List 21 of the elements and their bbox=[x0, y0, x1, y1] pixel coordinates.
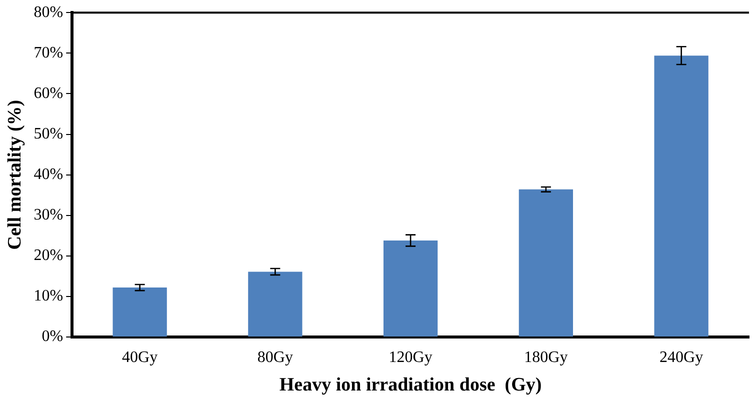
x-tick-label: 120Gy bbox=[388, 348, 432, 366]
bar bbox=[112, 288, 167, 336]
y-tick-label: 0% bbox=[42, 328, 64, 346]
y-tick-label: 10% bbox=[34, 288, 64, 305]
y-tick-label: 80% bbox=[34, 4, 64, 21]
bar bbox=[248, 272, 302, 336]
x-tick-label: 180Gy bbox=[524, 348, 568, 366]
x-axis-title: Heavy ion irradiation dose (Gy) bbox=[279, 374, 542, 396]
x-tick-label: 80Gy bbox=[257, 348, 293, 366]
y-axis-title: Cell mortality (%) bbox=[4, 100, 26, 250]
y-tick-label: 20% bbox=[34, 247, 64, 264]
y-tick-label: 50% bbox=[34, 125, 64, 142]
bar bbox=[518, 189, 574, 336]
y-tick-label: 60% bbox=[34, 84, 64, 102]
x-tick-label: 240Gy bbox=[660, 348, 704, 366]
y-tick-label: 40% bbox=[34, 166, 64, 184]
bar bbox=[383, 240, 438, 336]
bar bbox=[654, 56, 708, 336]
x-tick-label: 40Gy bbox=[122, 348, 158, 366]
y-tick-label: 70% bbox=[34, 44, 64, 62]
y-tick-label: 30% bbox=[34, 206, 64, 224]
